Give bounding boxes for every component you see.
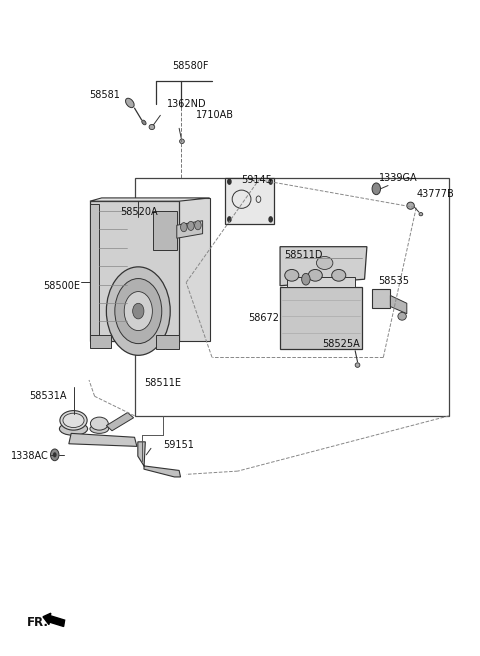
Text: 58672: 58672	[248, 313, 279, 323]
Bar	[372, 289, 390, 308]
Circle shape	[194, 220, 201, 230]
Ellipse shape	[90, 417, 108, 430]
Ellipse shape	[332, 270, 346, 281]
Circle shape	[124, 291, 152, 331]
Ellipse shape	[407, 202, 414, 209]
Text: 1339GA: 1339GA	[379, 173, 417, 183]
Text: 58525A: 58525A	[322, 339, 360, 350]
Ellipse shape	[180, 139, 184, 144]
Circle shape	[115, 279, 162, 344]
Bar	[280, 287, 362, 349]
Ellipse shape	[285, 270, 299, 281]
FancyArrow shape	[43, 613, 65, 626]
Ellipse shape	[60, 422, 87, 436]
Polygon shape	[280, 247, 367, 286]
Ellipse shape	[142, 120, 146, 125]
Polygon shape	[138, 442, 180, 477]
Polygon shape	[90, 201, 179, 341]
Polygon shape	[156, 335, 179, 349]
Text: 58511D: 58511D	[284, 250, 323, 260]
Ellipse shape	[355, 363, 360, 367]
Polygon shape	[177, 198, 210, 341]
Circle shape	[227, 216, 232, 222]
Circle shape	[188, 221, 194, 230]
Text: 58581: 58581	[90, 90, 120, 100]
Text: FR.: FR.	[26, 615, 48, 628]
Text: 58520A: 58520A	[120, 207, 158, 217]
Text: 59145: 59145	[241, 175, 272, 185]
Polygon shape	[225, 178, 275, 224]
Polygon shape	[390, 295, 407, 314]
Text: 58500E: 58500E	[44, 281, 81, 291]
Circle shape	[268, 216, 273, 222]
Circle shape	[372, 183, 381, 195]
Ellipse shape	[149, 125, 155, 130]
Polygon shape	[69, 434, 137, 446]
Polygon shape	[90, 198, 210, 201]
Text: 43777B: 43777B	[416, 189, 454, 199]
Text: 58511E: 58511E	[144, 378, 181, 388]
Ellipse shape	[63, 413, 84, 428]
Polygon shape	[90, 335, 111, 348]
Text: 59151: 59151	[163, 440, 193, 449]
Text: 58535: 58535	[379, 276, 409, 286]
Ellipse shape	[316, 256, 333, 270]
Circle shape	[53, 452, 57, 457]
Bar	[287, 277, 355, 287]
Circle shape	[180, 222, 187, 232]
Ellipse shape	[90, 424, 108, 434]
Circle shape	[132, 303, 144, 319]
Circle shape	[107, 267, 170, 356]
Circle shape	[268, 178, 273, 185]
Text: 1338AC: 1338AC	[12, 451, 49, 461]
Ellipse shape	[398, 312, 407, 320]
Text: 1710AB: 1710AB	[195, 110, 234, 120]
Ellipse shape	[419, 213, 423, 216]
Polygon shape	[153, 211, 177, 250]
Text: 58580F: 58580F	[173, 61, 209, 71]
Polygon shape	[90, 205, 99, 335]
Ellipse shape	[126, 98, 134, 108]
Circle shape	[50, 449, 59, 461]
Polygon shape	[107, 413, 133, 431]
Circle shape	[301, 274, 310, 285]
Polygon shape	[177, 220, 203, 238]
Ellipse shape	[308, 270, 322, 281]
Text: 1362ND: 1362ND	[168, 100, 207, 110]
Circle shape	[227, 178, 232, 185]
Bar	[134, 178, 449, 416]
Text: 58531A: 58531A	[29, 391, 66, 401]
Ellipse shape	[60, 411, 87, 430]
